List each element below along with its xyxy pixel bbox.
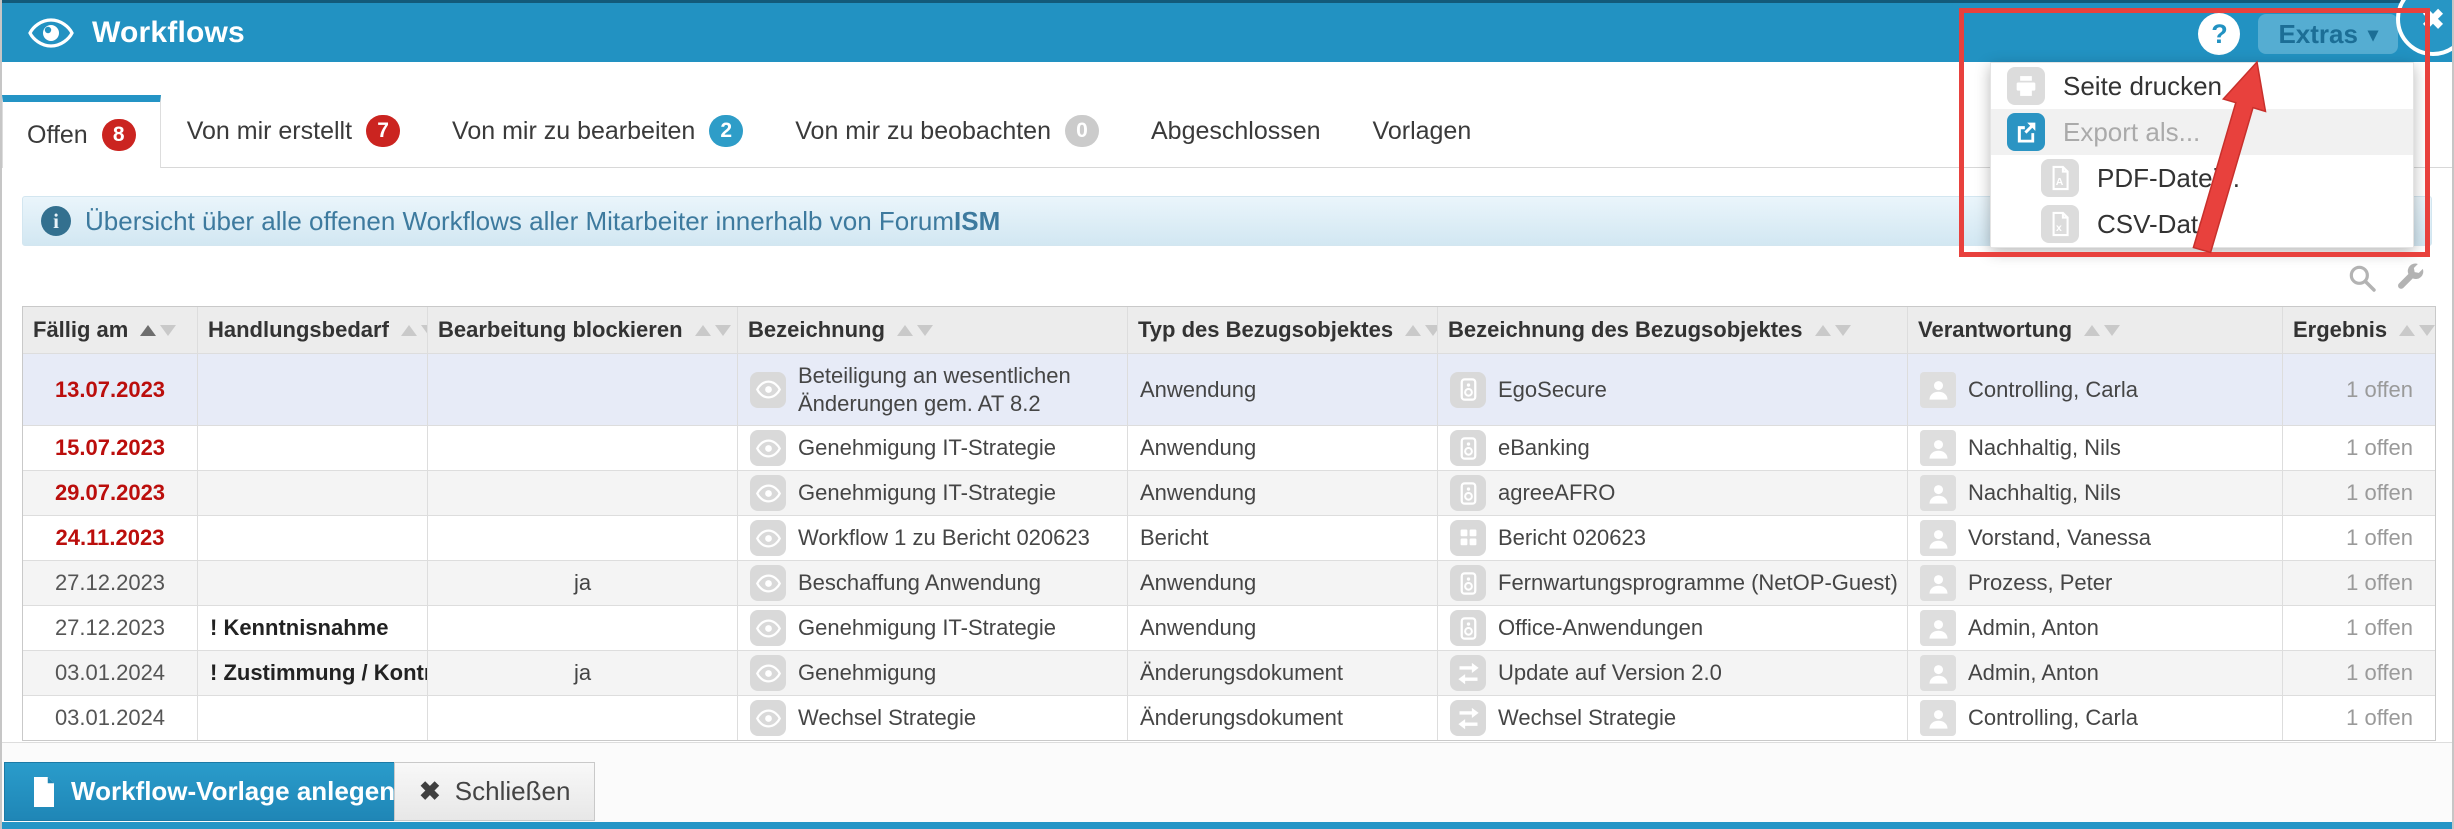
application-icon — [1450, 371, 1486, 408]
extras-label: Extras — [2278, 18, 2358, 49]
person-icon — [1920, 565, 1956, 601]
menu-item-csv-datei[interactable]: x CSV-Datei — [1991, 201, 2413, 247]
table-row[interactable]: 27.12.2023 ja Beschaffung Anwendung Anwe… — [23, 560, 2435, 605]
table-tools — [2346, 262, 2426, 294]
printer-icon — [2007, 67, 2045, 105]
table-row[interactable]: 13.07.2023 Beteiligung an wesentlichen Ä… — [23, 353, 2435, 425]
report-icon — [1450, 520, 1486, 556]
person-icon — [1920, 655, 1956, 691]
svg-text:A: A — [2056, 176, 2064, 188]
person-icon — [1920, 371, 1956, 408]
csv-file-icon: x — [2041, 205, 2079, 243]
tab-label: Offen — [27, 120, 88, 149]
page-title: Workflows — [92, 15, 245, 49]
sort-arrows — [896, 324, 933, 336]
workflow-eye-icon — [750, 565, 786, 601]
workflow-eye-icon — [750, 371, 786, 408]
sort-arrows — [400, 324, 427, 336]
tab-label: Von mir zu bearbeiten — [452, 116, 696, 145]
tab-label: Abgeschlossen — [1150, 116, 1321, 145]
sort-arrows — [140, 324, 177, 336]
svg-text:x: x — [2056, 222, 2062, 234]
tab-von-mir-zu-bearbeiten[interactable]: Von mir zu bearbeiten 2 — [426, 95, 769, 167]
tab-badge: 7 — [366, 115, 401, 147]
tab-label: Von mir zu beobachten — [795, 116, 1051, 145]
footer-bar: Workflow-Vorlage anlegen ✖ Schließen — [2, 742, 2452, 822]
pdf-file-icon: A — [2041, 159, 2079, 197]
sort-arrows — [1814, 324, 1851, 336]
info-text: Übersicht über alle offenen Workflows al… — [85, 205, 1001, 236]
table-row[interactable]: 27.12.2023 ! Kenntnisnahme Genehmigung I… — [23, 605, 2435, 650]
settings-wrench-icon[interactable] — [2394, 262, 2426, 294]
window-bottom-edge — [2, 822, 2452, 829]
column-header-bearbeitung-blockieren[interactable]: Bearbeitung blockieren — [428, 307, 738, 353]
table-row[interactable]: 03.01.2024 Wechsel Strategie Änderungsdo… — [23, 695, 2435, 740]
export-icon — [2007, 113, 2045, 151]
extras-button[interactable]: Extras ▾ — [2258, 14, 2398, 54]
tab-vorlagen[interactable]: Vorlagen — [1347, 95, 1498, 167]
change-document-icon — [1450, 700, 1486, 736]
document-icon — [31, 776, 57, 807]
column-header-typ-des-bezugsobjektes[interactable]: Typ des Bezugsobjektes — [1128, 307, 1438, 353]
create-workflow-template-button[interactable]: Workflow-Vorlage anlegen — [4, 762, 423, 821]
tab-badge: 0 — [1064, 115, 1099, 147]
application-icon — [1450, 610, 1486, 646]
eye-icon — [28, 17, 74, 49]
workflow-eye-icon — [750, 700, 786, 736]
app-header: Workflows ? Extras ▾ — [2, 0, 2452, 62]
change-document-icon — [1450, 655, 1486, 691]
workflow-eye-icon — [750, 430, 786, 466]
column-header-ergebnis[interactable]: Ergebnis — [2283, 307, 2435, 353]
sort-arrows — [694, 324, 731, 336]
person-icon — [1920, 700, 1956, 736]
tab-badge: 8 — [101, 119, 136, 151]
sort-arrows — [2084, 324, 2121, 336]
tab-label: Von mir erstellt — [186, 116, 353, 145]
tab-badge: 2 — [709, 115, 744, 147]
close-x-icon: ✖ — [2421, 3, 2445, 35]
menu-item-pdf-datei[interactable]: A PDF-Datei... — [1991, 155, 2413, 201]
help-button[interactable]: ? — [2198, 13, 2241, 55]
workflow-eye-icon — [750, 610, 786, 646]
tab-label: Vorlagen — [1372, 116, 1472, 145]
workflow-eye-icon — [750, 655, 786, 691]
title-wrap: Workflows — [2, 16, 245, 50]
column-header-bezeichnung[interactable]: Bezeichnung — [738, 307, 1128, 353]
tab-abgeschlossen[interactable]: Abgeschlossen — [1125, 95, 1347, 167]
person-icon — [1920, 610, 1956, 646]
sort-arrows — [2399, 324, 2435, 336]
table-row[interactable]: 29.07.2023 Genehmigung IT-Strategie Anwe… — [23, 470, 2435, 515]
search-icon[interactable] — [2346, 262, 2378, 294]
table-header-row: Fällig am Handlungsbedarf Bearbeitung bl… — [23, 307, 2435, 353]
tab-offen[interactable]: Offen 8 — [2, 95, 161, 168]
person-icon — [1920, 430, 1956, 466]
column-header-handlungsbedarf[interactable]: Handlungsbedarf — [198, 307, 428, 353]
application-icon — [1450, 430, 1486, 466]
info-icon: i — [41, 206, 71, 236]
close-x-icon: ✖ — [419, 776, 441, 806]
person-icon — [1920, 520, 1956, 556]
tab-von-mir-zu-beobachten[interactable]: Von mir zu beobachten 0 — [769, 95, 1125, 167]
header-actions: ? Extras ▾ — [2198, 3, 2398, 65]
application-icon — [1450, 565, 1486, 601]
close-button[interactable]: ✖ Schließen — [394, 762, 596, 821]
column-header-bezeichnung-des-bezugsobjektes[interactable]: Bezeichnung des Bezugsobjektes — [1438, 307, 1908, 353]
tab-von-mir-erstellt[interactable]: Von mir erstellt 7 — [161, 95, 426, 167]
menu-item-seite-drucken[interactable]: Seite drucken — [1991, 63, 2413, 109]
menu-item-export-als[interactable]: Export als... — [1991, 109, 2413, 155]
sort-arrows — [1405, 324, 1437, 336]
column-header-faellig-am[interactable]: Fällig am — [23, 307, 198, 353]
chevron-down-icon: ▾ — [2367, 23, 2378, 46]
column-header-verantwortung[interactable]: Verantwortung — [1908, 307, 2283, 353]
table-row[interactable]: 15.07.2023 Genehmigung IT-Strategie Anwe… — [23, 425, 2435, 470]
table-row[interactable]: 24.11.2023 Workflow 1 zu Bericht 020623 … — [23, 515, 2435, 560]
table-row[interactable]: 03.01.2024 ! Zustimmung / Kontrolle ja G… — [23, 650, 2435, 695]
application-icon — [1450, 475, 1486, 511]
workflow-eye-icon — [750, 520, 786, 556]
extras-dropdown-menu: Seite drucken Export als... A PDF-Datei.… — [1990, 62, 2414, 248]
workflows-table: Fällig am Handlungsbedarf Bearbeitung bl… — [22, 306, 2436, 741]
person-icon — [1920, 475, 1956, 511]
workflow-eye-icon — [750, 475, 786, 511]
